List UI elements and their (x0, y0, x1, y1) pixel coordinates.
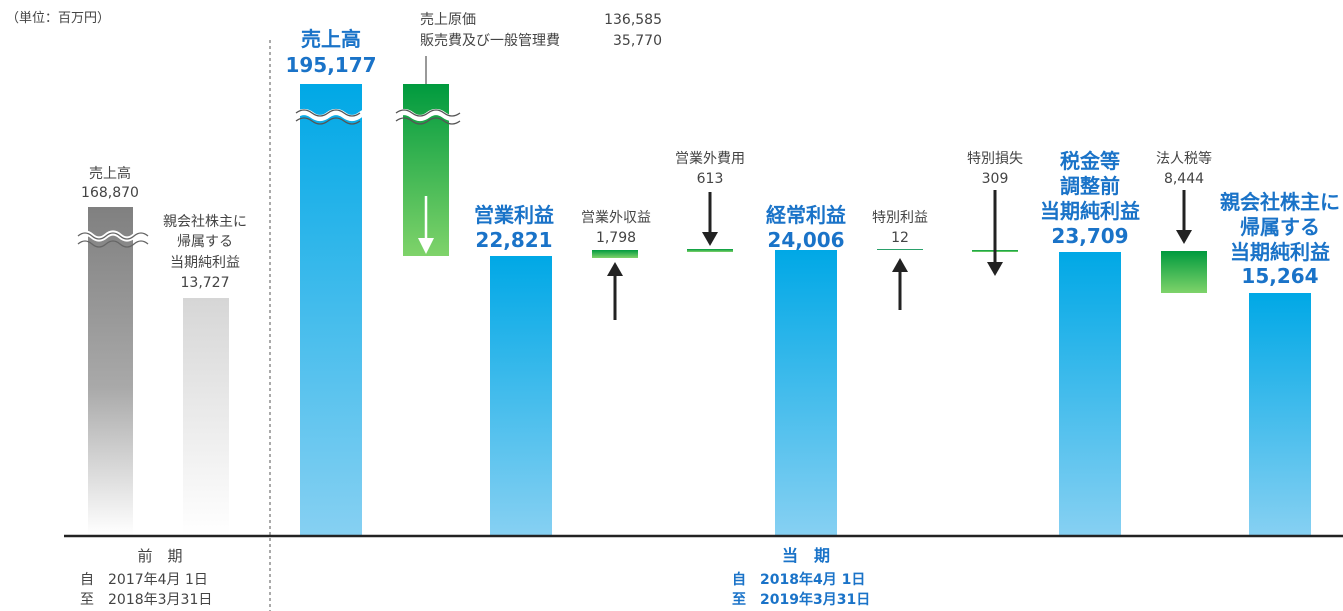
non-op-income-value: 1,798 (596, 230, 636, 246)
prev-period-title: 前 期 (137, 547, 182, 565)
sales-value: 195,177 (285, 53, 376, 77)
axis-break-line (77, 232, 149, 240)
current-period-to: 至 2019年3月31日 (732, 591, 870, 608)
non-op-income-arrowhead-icon (607, 262, 623, 276)
pretax-profit-label-2: 調整前 (1060, 174, 1120, 198)
income-taxes-label: 法人税等 (1156, 150, 1212, 167)
pretax-profit-label-1: 税金等 (1060, 149, 1120, 173)
cost-label-2: 販売費及び一般管理費 (420, 33, 560, 49)
ordinary-profit-value: 24,006 (767, 228, 844, 252)
income-taxes-value: 8,444 (1164, 171, 1204, 187)
cost-value-1: 136,585 (604, 12, 662, 28)
prev-sales-value: 168,870 (81, 185, 139, 201)
net-income-label-1: 親会社株主に (1220, 190, 1340, 214)
income-taxes-bar (1161, 251, 1207, 293)
prev-net-income-label-1: 親会社株主に (163, 214, 247, 230)
axis-break-line (395, 109, 461, 117)
pretax-profit-value: 23,709 (1051, 224, 1128, 248)
current-period-from: 自 2018年4月 1日 (732, 571, 865, 588)
income-taxes-arrowhead-icon (1176, 230, 1192, 244)
operating-profit-value: 22,821 (475, 228, 552, 252)
extra-loss-arrowhead-icon (987, 262, 1003, 276)
non-op-income-label: 営業外収益 (581, 210, 651, 226)
unit-label: （単位：百万円） (6, 10, 110, 26)
cost-label-1: 売上原価 (420, 12, 476, 28)
sales-bar (300, 84, 362, 535)
non-op-expense-value: 613 (697, 171, 724, 187)
cost-value-2: 35,770 (613, 33, 662, 49)
cost-arrowhead-icon (418, 238, 434, 254)
non-op-expense-bar (687, 249, 733, 252)
ordinary-profit-bar (775, 250, 837, 535)
prev-period-from: 自 2017年4月 1日 (80, 572, 208, 588)
prev-period-to: 至 2018年3月31日 (80, 592, 212, 608)
extra-income-label: 特別利益 (872, 210, 928, 226)
extra-income-arrowhead-icon (892, 258, 908, 272)
prev-net-income-label-2: 帰属する (177, 233, 233, 250)
operating-profit-bar (490, 256, 552, 535)
net-income-bar (1249, 293, 1311, 535)
sales-label: 売上高 (301, 27, 361, 51)
pretax-profit-label-3: 当期純利益 (1040, 199, 1140, 223)
extra-loss-label: 特別損失 (967, 151, 1023, 167)
axis-break-line (295, 109, 361, 117)
extra-loss-value: 309 (982, 171, 1009, 187)
ordinary-profit-label: 経常利益 (766, 203, 846, 227)
axis-break-line (394, 109, 462, 121)
net-income-label-2: 帰属する (1240, 215, 1320, 239)
axis-break-line (294, 109, 370, 121)
non-op-expense-arrowhead-icon (702, 232, 718, 246)
non-op-expense-label: 営業外費用 (675, 151, 745, 167)
prev-sales-bar (88, 207, 133, 535)
net-income-value: 15,264 (1241, 264, 1318, 288)
pretax-profit-bar (1059, 252, 1121, 535)
axis-break-line (395, 117, 461, 125)
operating-profit-label: 営業利益 (474, 203, 554, 227)
prev-net-income-bar (183, 298, 229, 535)
prev-bar-sales-group (76, 207, 150, 535)
net-income-label-3: 当期純利益 (1230, 240, 1330, 264)
extra-income-value: 12 (891, 230, 909, 246)
current-period-title: 当 期 (782, 546, 830, 565)
non-op-income-bar (592, 250, 638, 258)
prev-net-income-value: 13,727 (181, 275, 230, 291)
prev-net-income-label-3: 当期純利益 (170, 255, 240, 271)
axis-break-line (295, 117, 361, 125)
axis-break-line (77, 240, 149, 248)
prev-sales-label: 売上高 (89, 165, 131, 182)
